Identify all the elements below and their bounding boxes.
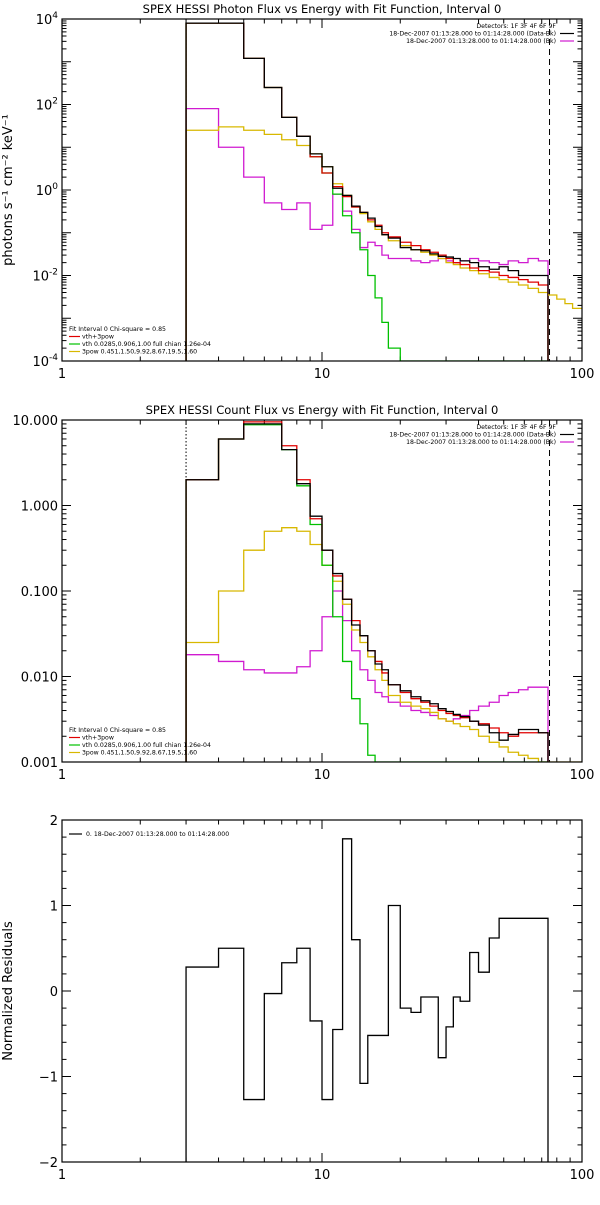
series-line-5 [185,423,549,762]
y-tick-label: 10.000 [13,414,59,429]
info-line-1: Detectors: 1F 3F 4F 6F 9F [476,23,556,30]
x-tick-label: 10 [314,768,331,783]
legend-title: Fit Interval 0 Chi-square = 0.85 [69,727,166,734]
plot-frame [61,18,583,362]
y-tick-label: 100 [36,182,59,199]
y-tick-label: 1 [50,900,58,915]
data-layer [185,19,582,361]
y-axis-ticks [62,18,582,362]
y-tick-label: 0.001 [21,756,58,771]
chart-title: SPEX HESSI Count Flux vs Energy with Fit… [146,403,499,417]
y-tick-label: 0.100 [21,585,58,600]
info-line-3: 18-Dec-2007 01:13:28.000 to 01:14:28.000… [406,439,556,446]
info-line-2: 18-Dec-2007 01:13:28.000 to 01:14:28.000… [389,31,556,38]
x-tick-label: 1 [58,1168,66,1183]
legend-label-2: vth 0.0285,0.906,1.00 full chian 1.26e-0… [82,742,211,749]
y-axis-label: photons s⁻¹ cm⁻² keV⁻¹ [1,114,16,266]
x-tick-label: 10 [314,367,331,382]
y-tick-label: 0 [50,985,58,1000]
y-axis-ticks [62,819,582,1163]
legend-label-1: vth+3pow [82,334,114,341]
series-line-1 [185,590,549,762]
legend-label-2: vth 0.0285,0.906,1.00 full chian 1.26e-0… [82,341,211,348]
plot-frame [61,419,583,763]
x-tick-label: 100 [570,367,595,382]
y-tick-label: 2 [50,814,58,829]
x-tick-label: 1 [58,768,66,783]
series-line-5 [185,22,549,361]
y-tick-label: 1.000 [21,500,58,515]
legend-label-3: 3pow 0.451,1.50,9.92,8.67,19.5,1.60 [82,750,197,757]
series-line-4 [185,421,549,762]
y-tick-label: 0.010 [21,671,58,686]
series-line-2 [185,126,549,361]
x-tick-label: 100 [570,1168,595,1183]
series-line-2 [185,527,548,762]
data-layer [185,420,582,762]
info-line-3: 18-Dec-2007 01:13:28.000 to 01:14:28.000… [406,38,556,45]
x-tick-label: 100 [570,768,595,783]
chart-title: SPEX HESSI Photon Flux vs Energy with Fi… [143,2,502,16]
y-tick-label: 102 [36,97,58,114]
x-axis-ticks [61,420,571,762]
series-tail [548,294,582,310]
y-axis-ticks [62,419,582,763]
y-tick-label: −1 [39,1071,58,1086]
y-tick-label: 10-4 [32,353,58,370]
y-tick-label: 10-2 [32,268,58,285]
legend-label-3: 3pow 0.451,1.50,9.92,8.67,19.5,1.60 [82,349,197,356]
plot-frame [61,819,583,1163]
legend-title: Fit Interval 0 Chi-square = 0.85 [69,326,166,333]
legend-label-1: vth+3pow [82,735,114,742]
series-line-1 [185,838,549,1162]
legend-label-1: 0. 18-Dec-2007 01:13:28.000 to 01:14:28.… [86,831,229,838]
x-tick-label: 1 [58,367,66,382]
chart-panel-2: SPEX HESSI Count Flux vs Energy with Fit… [13,403,595,783]
data-layer [185,838,549,1162]
info-line-1: Detectors: 1F 3F 4F 6F 9F [476,424,556,431]
chart-panel-3: 1 10 100 −2 −1 0 1 2 Normalized Residuals 0. 18-D… [1,814,594,1183]
series-line-4 [185,22,549,361]
x-axis-ticks [61,19,571,361]
y-axis-label: Normalized Residuals [1,921,16,1061]
x-axis-ticks [61,820,571,1162]
y-tick-label: 104 [36,11,59,28]
series-line-1 [185,107,549,361]
series-line-3 [185,424,548,762]
y-tick-label: −2 [39,1156,58,1171]
chart-panel-1: SPEX HESSI Photon Flux vs Energy with Fi… [1,2,594,382]
series-line-3 [185,22,548,361]
x-tick-label: 10 [314,1168,331,1183]
info-line-2: 18-Dec-2007 01:13:28.000 to 01:14:28.000… [389,432,556,439]
